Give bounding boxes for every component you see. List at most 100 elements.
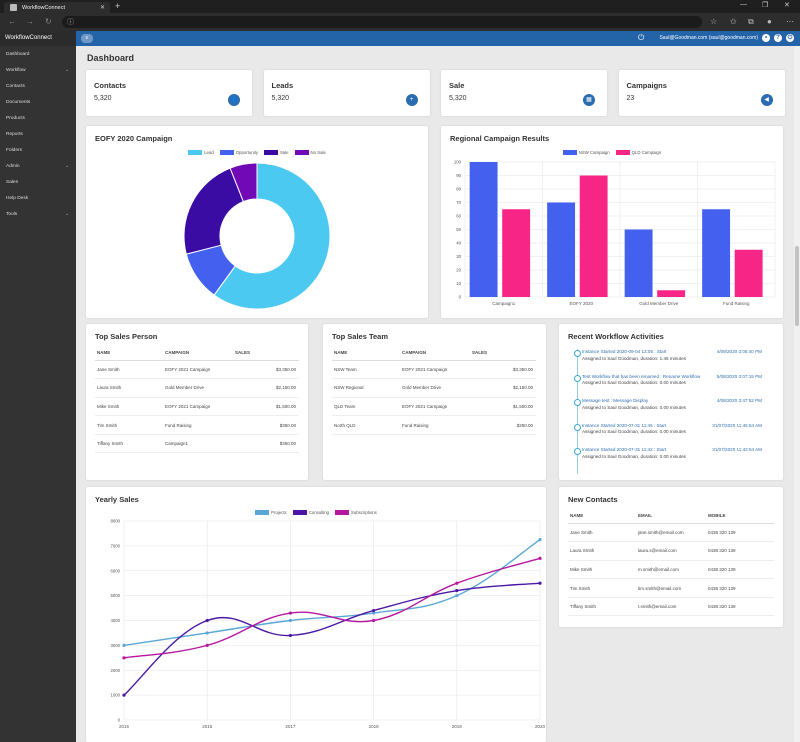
legend-item[interactable]: Consulting	[292, 510, 329, 516]
table-row[interactable]: Tiffany Smith t.smith@email.com 0438 320 1…	[568, 597, 774, 617]
table-row[interactable]: Jane Smith EOFY 2021 Campaign $3,350.00	[95, 360, 299, 380]
legend-item[interactable]: NSW Campaign	[562, 150, 610, 156]
point-subscriptions[interactable]	[205, 643, 209, 647]
sidebar-item-dashboard[interactable]: Dashboard	[0, 46, 76, 62]
legend-item[interactable]: No Sale	[294, 150, 326, 156]
pie-slice-no-sale[interactable]	[229, 162, 258, 203]
table-row[interactable]: Tiffany Smith Campaign1 $350.00	[95, 434, 299, 454]
legend-item[interactable]: Subscriptions	[335, 510, 377, 516]
legend-item[interactable]: QLD Campaign	[615, 150, 661, 156]
new-tab-button[interactable]: +	[115, 1, 121, 11]
legend-item[interactable]: Projects	[255, 510, 287, 516]
point-consulting[interactable]	[372, 608, 376, 613]
line-consulting[interactable]	[123, 582, 541, 696]
point-consulting[interactable]	[122, 693, 126, 697]
point-projects[interactable]	[538, 538, 542, 542]
sidebar-item-admin[interactable]: Admin ^	[0, 158, 76, 174]
point-consulting[interactable]	[538, 581, 542, 585]
table-row[interactable]: Laura Smith laura.s@email.com 0438 320 139	[568, 541, 774, 561]
page-scrollbar[interactable]	[794, 46, 800, 742]
sidebar-item-help-desk[interactable]: Help Desk	[0, 190, 76, 206]
bar-nsw-campaign[interactable]	[547, 202, 576, 298]
more-icon[interactable]: ⋯	[786, 17, 794, 26]
activity-item[interactable]: Instance Started 2020-07-31 11:42 : Star…	[574, 447, 762, 461]
legend-item[interactable]: Lead	[188, 150, 214, 156]
table-row[interactable]: Laura Smith Gold Member Drive $2,150.00	[95, 378, 299, 398]
sidebar-item-workflow[interactable]: Workflow ^	[0, 62, 76, 78]
close-tab-icon[interactable]: ✕	[99, 5, 105, 11]
point-consulting[interactable]	[455, 589, 459, 593]
back-icon[interactable]: ←	[8, 17, 16, 26]
pie-slice-sale[interactable]	[183, 167, 245, 255]
power-icon[interactable]: ⏻	[638, 33, 645, 42]
bar-qld-campaign[interactable]	[734, 249, 763, 297]
table-row[interactable]: NSW Team EOFY 2021 Campaign $3,350.00	[332, 360, 536, 380]
activity-item[interactable]: Instance Started 2020-07-31 11:45 : Star…	[574, 423, 762, 437]
sidebar-item-reports[interactable]: Reports	[0, 126, 76, 142]
bar-nsw-campaign[interactable]	[702, 209, 731, 297]
activity-item[interactable]: Instance Started 2020-09-04 13:05 : Star…	[574, 349, 762, 363]
sidebar-item-documents[interactable]: Documents	[0, 94, 76, 110]
menu-toggle-button[interactable]: ≡	[81, 34, 93, 43]
x-tick-label: 2019	[452, 724, 463, 729]
legend-item[interactable]: Sale	[263, 150, 289, 156]
user-account-label[interactable]: Saul@Goodman.com (saul@goodman.com)	[659, 35, 758, 41]
bar-nsw-campaign[interactable]	[469, 162, 498, 297]
bar-nsw-campaign[interactable]	[624, 229, 653, 298]
point-subscriptions[interactable]	[538, 556, 542, 560]
point-projects[interactable]	[122, 643, 126, 647]
close-window-button[interactable]: ✕	[784, 2, 790, 9]
forward-icon[interactable]: →	[26, 17, 34, 26]
pie-slice-lead[interactable]	[213, 162, 331, 310]
table-row[interactable]: Tim Smith Fund Raising $350.00	[95, 415, 299, 435]
table-row[interactable]: NSW Regional Gold Member Drive $2,150.00	[332, 378, 536, 398]
collections-icon[interactable]: ⧉	[748, 17, 754, 26]
table-cell: Jane Smith	[95, 360, 163, 380]
point-projects[interactable]	[205, 631, 209, 635]
point-subscriptions[interactable]	[372, 618, 376, 623]
logout-icon[interactable]: ⏻	[786, 34, 794, 42]
sidebar-item-products[interactable]: Products	[0, 110, 76, 126]
browser-tab[interactable]: WorkflowConnect ✕	[4, 2, 110, 13]
bell-icon[interactable]: •	[762, 34, 770, 42]
table-cell: EOFY 2021 Campaign	[400, 360, 470, 380]
legend-swatch	[255, 510, 270, 516]
point-projects[interactable]	[455, 594, 459, 598]
url-field[interactable]: ⓘ	[62, 16, 702, 28]
point-subscriptions[interactable]	[455, 581, 459, 585]
table-row[interactable]: Tim Smith tim.smith@email.com 0438 320 139	[568, 578, 774, 598]
table-row[interactable]: Mike Smith m.smith@email.com 0438 320 139	[568, 560, 774, 580]
bar-qld-campaign[interactable]	[657, 290, 686, 297]
minimize-button[interactable]: —	[740, 1, 747, 8]
regional-chart-title: Regional Campaign Results	[450, 134, 550, 143]
table-cell: 0438 320 139	[706, 597, 774, 617]
table-row[interactable]: Mike Smith EOFY 2021 Campaign $1,500.00	[95, 397, 299, 417]
point-projects[interactable]	[288, 618, 292, 623]
activity-item[interactable]: Test Workflow that has been renamed : Re…	[574, 374, 762, 388]
table-row[interactable]: QLD Team EOFY 2021 Campaign $1,500.00	[332, 397, 536, 417]
help-icon[interactable]: ?	[774, 34, 782, 42]
point-consulting[interactable]	[205, 618, 209, 623]
sidebar-item-folders[interactable]: Folders	[0, 142, 76, 158]
activity-item[interactable]: Message test : Message Display 4/08/2020 …	[574, 398, 762, 412]
sidebar-item-contacts[interactable]: Contacts	[0, 78, 76, 94]
star-icon[interactable]: ☆	[710, 17, 718, 26]
sidebar-item-tools[interactable]: Tools ^	[0, 206, 76, 222]
bar-qld-campaign[interactable]	[579, 175, 608, 298]
table-row[interactable]: Jane Smith jane.smith@email.com 0438 320 1…	[568, 523, 774, 543]
maximize-button[interactable]: ❐	[762, 2, 769, 9]
line-subscriptions[interactable]	[123, 557, 541, 659]
legend-item[interactable]: Opportunity	[219, 150, 258, 156]
profile-icon[interactable]: ●	[767, 17, 772, 26]
table-row[interactable]: North QLD Fund Raising $250.00	[332, 415, 536, 435]
refresh-icon[interactable]: ↻	[45, 17, 52, 26]
favorites-icon[interactable]: ✩	[730, 17, 737, 26]
bar-qld-campaign[interactable]	[502, 209, 531, 297]
line-projects[interactable]	[123, 539, 541, 647]
point-consulting[interactable]	[288, 633, 292, 638]
scrollbar-thumb[interactable]	[795, 246, 799, 326]
point-subscriptions[interactable]	[122, 656, 126, 660]
sidebar-item-sales[interactable]: Sales	[0, 174, 76, 190]
point-projects[interactable]	[372, 611, 376, 615]
point-subscriptions[interactable]	[288, 611, 292, 615]
